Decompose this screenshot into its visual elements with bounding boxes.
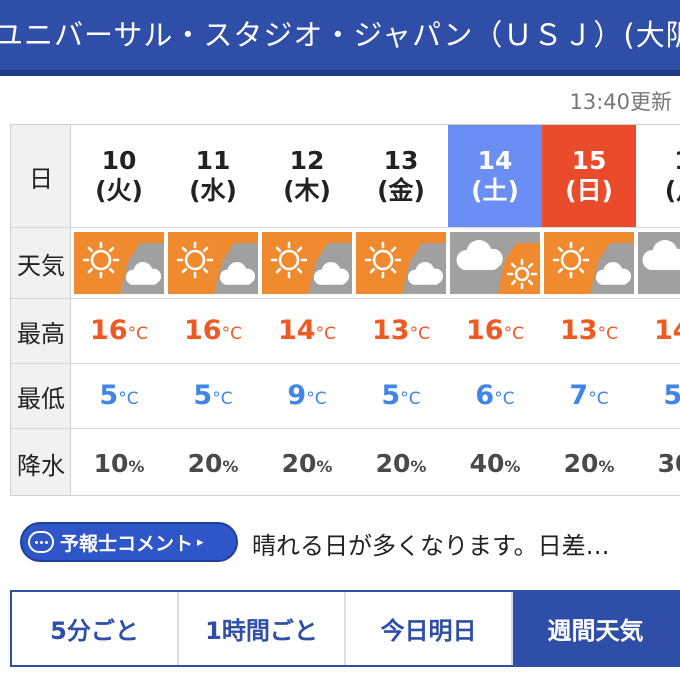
low-temp: 5°C bbox=[636, 380, 680, 411]
forecast-tabs: 5分ごと 1時間ごと 今日明日 週間天気 bbox=[10, 590, 680, 667]
low-temp: 7°C bbox=[569, 380, 609, 411]
day-weekday: (木) bbox=[283, 176, 331, 205]
day-column: 15 (日) 13°C 7°C 20% bbox=[542, 125, 636, 495]
day-column: 10 (火) 16°C 5°C 10% bbox=[72, 125, 166, 495]
rain-chance: 20% bbox=[281, 449, 333, 478]
day-number: 13 bbox=[383, 146, 419, 175]
day-number: 12 bbox=[289, 146, 325, 175]
tab-1[interactable]: 1時間ごと bbox=[179, 592, 346, 665]
rain-chance: 20% bbox=[563, 449, 615, 478]
sun-then-cloud-icon bbox=[262, 232, 352, 294]
day-number: 15 bbox=[571, 146, 607, 175]
sun-then-cloud-icon bbox=[356, 232, 446, 294]
sun-then-cloud-icon bbox=[544, 232, 634, 294]
tab-0[interactable]: 5分ごと bbox=[12, 592, 179, 665]
day-number: 10 bbox=[101, 146, 137, 175]
low-temp: 5°C bbox=[193, 380, 233, 411]
chat-bubble-icon bbox=[28, 531, 54, 553]
high-temp: 14°C bbox=[654, 315, 680, 346]
day-column: 12 (木) 14°C 9°C 20% bbox=[260, 125, 354, 495]
rain-chance: 10% bbox=[93, 449, 145, 478]
day-column: 11 (水) 16°C 5°C 20% bbox=[166, 125, 260, 495]
day-date: 10 (火) bbox=[72, 125, 166, 227]
row-label-column: 日 天気 最高 最低 降水 bbox=[11, 125, 71, 495]
cloud-then-sun-icon bbox=[450, 232, 540, 294]
rain-chance: 20% bbox=[187, 449, 239, 478]
row-label-high: 最高 bbox=[17, 319, 65, 348]
day-date: 11 (水) bbox=[166, 125, 260, 227]
sun-then-cloud-icon bbox=[168, 232, 258, 294]
comment-text[interactable]: 晴れる日が多くなります。日差… bbox=[252, 532, 610, 560]
day-date: 15 (日) bbox=[542, 125, 636, 227]
day-weekday: (月 bbox=[664, 176, 680, 205]
day-weekday: (日) bbox=[565, 176, 613, 205]
low-temp: 5°C bbox=[99, 380, 139, 411]
day-column: 14 (土) 16°C 6°C 40% bbox=[448, 125, 542, 495]
rain-chance: 40% bbox=[469, 449, 521, 478]
high-temp: 16°C bbox=[184, 315, 242, 346]
cloud-icon bbox=[638, 232, 680, 294]
day-column: 1 (月 14°C 5°C 30% bbox=[636, 125, 680, 495]
weekly-forecast-table: 日 天気 最高 最低 降水 10 (火) 16°C 5°C 10% 11 (水)… bbox=[10, 124, 680, 496]
sun-then-cloud-icon bbox=[74, 232, 164, 294]
arrow-right-icon: ▸ bbox=[197, 534, 204, 550]
row-label-rain: 降水 bbox=[17, 451, 65, 480]
day-weekday: (火) bbox=[95, 176, 143, 205]
day-date: 13 (金) bbox=[354, 125, 448, 227]
divider bbox=[11, 227, 680, 228]
forecaster-comment-button[interactable]: 予報士コメント ▸ bbox=[20, 522, 238, 562]
day-weekday: (土) bbox=[471, 176, 519, 205]
tab-2[interactable]: 今日明日 bbox=[346, 592, 513, 665]
day-date: 12 (木) bbox=[260, 125, 354, 227]
day-weekday: (水) bbox=[189, 176, 237, 205]
page-header: ユニバーサル・スタジオ・ジャパン（ＵＳＪ）(大阪市 bbox=[0, 0, 680, 76]
location-title: ユニバーサル・スタジオ・ジャパン（ＵＳＪ）(大阪市 bbox=[0, 18, 680, 52]
forecaster-comment-label: 予報士コメント bbox=[60, 532, 194, 555]
rain-chance: 30% bbox=[657, 449, 680, 478]
divider bbox=[11, 363, 680, 364]
rain-chance: 20% bbox=[375, 449, 427, 478]
day-number: 11 bbox=[195, 146, 231, 175]
updated-time: 13:40更新 bbox=[569, 90, 672, 114]
day-number: 1 bbox=[674, 146, 680, 176]
row-label-date: 日 bbox=[29, 164, 53, 193]
high-temp: 13°C bbox=[372, 315, 430, 346]
day-date: 14 (土) bbox=[448, 125, 542, 227]
day-number: 14 bbox=[477, 146, 513, 175]
high-temp: 14°C bbox=[278, 315, 336, 346]
high-temp: 16°C bbox=[90, 315, 148, 346]
tab-3[interactable]: 週間天気 bbox=[513, 592, 678, 665]
row-label-weather: 天気 bbox=[17, 251, 65, 280]
divider bbox=[11, 298, 680, 299]
low-temp: 9°C bbox=[287, 380, 327, 411]
day-date: 1 (月 bbox=[636, 125, 680, 227]
day-weekday: (金) bbox=[377, 176, 425, 205]
day-column: 13 (金) 13°C 5°C 20% bbox=[354, 125, 448, 495]
row-label-low: 最低 bbox=[17, 384, 65, 413]
high-temp: 16°C bbox=[466, 315, 524, 346]
low-temp: 5°C bbox=[381, 380, 421, 411]
low-temp: 6°C bbox=[475, 380, 515, 411]
divider bbox=[11, 428, 680, 429]
high-temp: 13°C bbox=[560, 315, 618, 346]
